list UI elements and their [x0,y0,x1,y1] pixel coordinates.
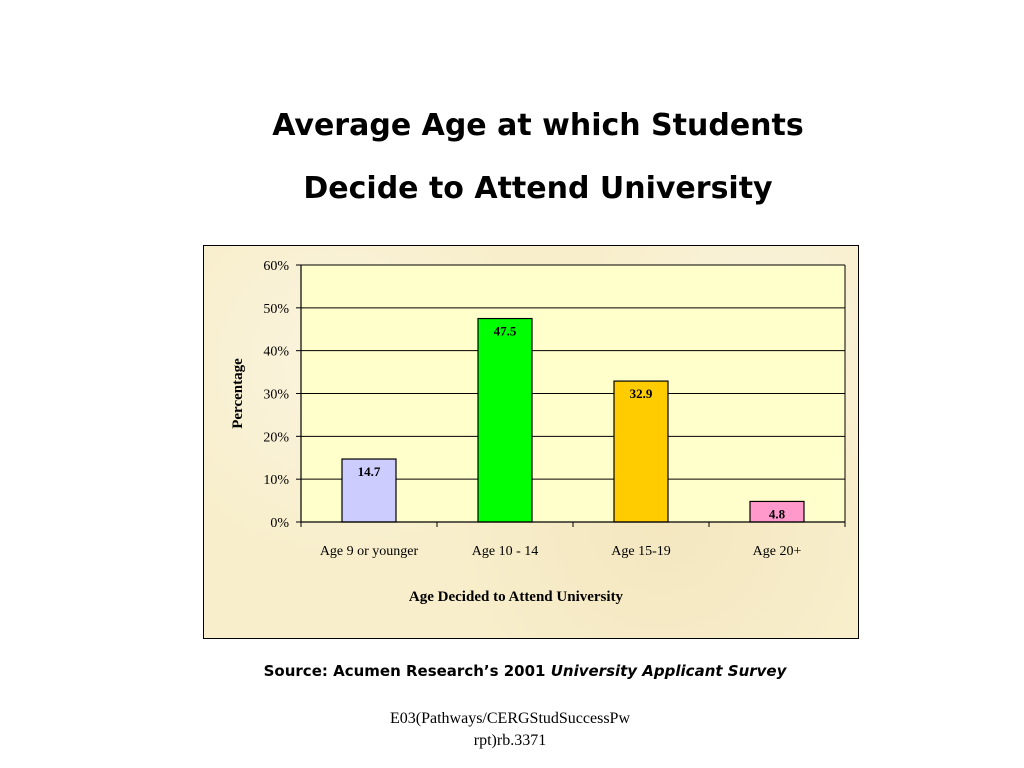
footer-line-2: rpt)rb.3371 [473,732,547,749]
slide-title: Average Age at which Students Decide to … [150,94,926,220]
source-citation: Source: Acumen Research’s 2001 Universit… [0,662,1024,680]
y-tick-label: 10% [263,473,289,488]
source-prefix: Source: Acumen Research’s 2001 [263,662,551,680]
bar [477,317,533,523]
bar-chart: 0% 10% 20% 30% 40% 50% 60% 14.7 Age 9 or younger… [230,259,846,605]
data-label: 47.5 [494,324,517,339]
y-tick-label: 50% [263,302,289,317]
slide-title-line-2: Decide to Attend University [303,171,773,206]
x-tick-label: Age 15-19 [611,544,671,559]
y-axis-title: Percentage [230,358,246,429]
y-tick-label: 40% [263,345,289,360]
data-label: 14.7 [358,464,381,479]
y-tick-label: 20% [263,430,289,445]
data-label: 32.9 [630,386,653,401]
data-label: 4.8 [769,506,786,521]
y-tick-label: 30% [263,388,289,403]
chart-frame: 0% 10% 20% 30% 40% 50% 60% 14.7 Age 9 or younger… [203,245,859,639]
source-survey-name: University Applicant Survey [550,662,787,680]
footer-document-id: E03(Pathways/CERGStudSuccessPw rpt)rb.33… [330,708,690,752]
slide-title-line-1: Average Age at which Students [272,108,804,143]
y-tick-label: 60% [263,259,289,274]
footer-line-1: E03(Pathways/CERGStudSuccessPw [390,710,630,727]
x-tick-label: Age 9 or younger [320,544,419,559]
y-tick-label: 0% [270,516,289,531]
x-tick-label: Age 10 - 14 [472,544,539,559]
x-tick-label: Age 20+ [753,544,802,559]
bar [613,380,669,523]
x-axis-title: Age Decided to Attend University [409,589,624,605]
